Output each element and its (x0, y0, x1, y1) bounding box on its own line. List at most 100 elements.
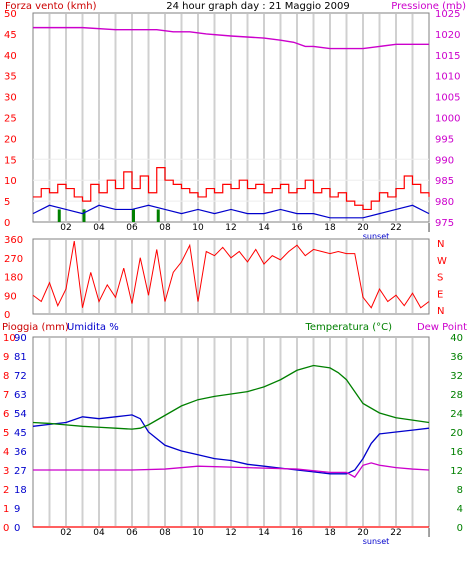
direction-ytick-label: 180 (4, 273, 23, 284)
temperature-ytick-label: 4 (457, 504, 463, 515)
temperature-ytick-label: 40 (450, 333, 463, 344)
wind-direction-line (32, 240, 430, 309)
direction-compass-label: S (437, 273, 443, 284)
rain-ytick-label: 8 (3, 371, 9, 382)
humidity-ytick-label: 0 (14, 523, 20, 534)
temp-xtick-label: 16 (291, 528, 303, 538)
pressure-ylabel: Pressione (mb) (391, 1, 466, 12)
chart-title: 24 hour graph day : 21 Maggio 2009 (166, 1, 349, 12)
temp-xtick-label: 18 (324, 528, 336, 538)
temp-xtick-label: 04 (93, 528, 105, 538)
pressure-ytick-label: 990 (435, 155, 454, 166)
temperature-ytick-label: 0 (457, 523, 463, 534)
wind-xtick-label: 08 (159, 223, 171, 233)
wind-xtick-label: 06 (126, 223, 138, 233)
temperature-ytick-label: 28 (450, 390, 463, 401)
temp-xtick-label: 02 (60, 528, 71, 538)
humidity-ytick-label: 18 (14, 485, 27, 496)
direction-compass-label: E (437, 289, 443, 300)
humidity-ytick-label: 90 (14, 333, 27, 344)
temp-xtick-label: | (427, 528, 430, 538)
wind-calm-bar (156, 209, 160, 222)
wind-ytick-label: 25 (4, 114, 17, 125)
dewpoint-line (33, 462, 430, 478)
pressure-ytick-label: 1020 (435, 30, 460, 41)
wind-ytick-label: 10 (4, 176, 17, 187)
rain-ytick-label: 1 (3, 504, 9, 515)
pressure-ytick-label: 985 (435, 176, 454, 187)
temperature-ytick-label: 24 (450, 409, 463, 420)
humidity-ytick-label: 81 (14, 352, 27, 363)
pressure-ytick-label: 1015 (435, 51, 460, 62)
direction-compass-label: N (437, 239, 444, 250)
temp-xtick-label: 22 (390, 528, 401, 538)
humidity-ytick-label: 27 (14, 466, 27, 477)
wind-ytick-label: 50 (4, 9, 17, 20)
humidity-ylabel: Umidita % (67, 322, 119, 333)
wind-ytick-label: 35 (4, 72, 17, 83)
temp-xtick-label: 10 (192, 528, 204, 538)
humidity-ytick-label: 63 (14, 390, 27, 401)
wind-xtick-label: 18 (324, 223, 336, 233)
wind-ytick-label: 0 (4, 218, 10, 229)
wind-ytick-label: 40 (4, 51, 17, 62)
temp-xtick-label: 12 (225, 528, 236, 538)
humidity-ytick-label: 54 (14, 409, 27, 420)
wind-xtick-label: 20 (357, 223, 369, 233)
rain-ytick-label: 10 (3, 333, 16, 344)
temperature-ylabel: Temperatura (°C) (304, 322, 392, 333)
direction-ytick-label: 270 (4, 254, 23, 265)
wind-gust-line (33, 167, 430, 211)
pressure-ytick-label: 1010 (435, 72, 460, 83)
rain-ytick-label: 2 (3, 485, 9, 496)
wind-xtick-label: 02 (60, 223, 71, 233)
pressure-ytick-label: 1000 (435, 114, 460, 125)
temperature-ytick-label: 32 (450, 371, 463, 382)
wind-xtick-label: 10 (192, 223, 204, 233)
temperature-ytick-label: 16 (450, 447, 463, 458)
wind-calm-bar (82, 209, 86, 222)
direction-ytick-label: 360 (4, 235, 23, 246)
pressure-ytick-label: 980 (435, 197, 454, 208)
wind-xtick-label: 14 (258, 223, 270, 233)
wind-ytick-label: 5 (4, 197, 10, 208)
rain-ytick-label: 9 (3, 352, 9, 363)
wind-xtick-label: | (427, 223, 430, 233)
wind-xtick-label: 22 (390, 223, 401, 233)
direction-compass-label: N (437, 306, 444, 317)
temperature-line (32, 364, 430, 430)
wind-sunset-annotation: sunset (363, 232, 390, 241)
rain-ytick-label: 0 (3, 523, 9, 534)
temperature-ytick-label: 12 (450, 466, 463, 477)
temp-xtick-label: 06 (126, 528, 138, 538)
humidity-line (32, 414, 430, 475)
wind-ytick-label: 15 (4, 155, 17, 166)
pressure-ytick-label: 975 (435, 218, 454, 229)
pressure-ytick-label: 995 (435, 134, 454, 145)
rain-ytick-label: 7 (3, 390, 9, 401)
temp-xtick-label: 08 (159, 528, 171, 538)
humidity-ytick-label: 72 (14, 371, 27, 382)
wind-calm-bar (132, 209, 135, 222)
temp-xtick-label: 20 (357, 528, 369, 538)
pressure-line (33, 26, 429, 50)
dewpoint-ylabel: Dew Point (417, 322, 467, 333)
wind-ylabel: Forza vento (kmh) (5, 1, 97, 12)
temp-sunset-annotation: sunset (363, 537, 390, 546)
temperature-ytick-label: 8 (457, 485, 463, 496)
pressure-ytick-label: 1025 (435, 9, 460, 20)
temp-xtick-label: 14 (258, 528, 270, 538)
wind-ytick-label: 20 (4, 134, 17, 145)
rain-ylabel: Pioggia (mm) (2, 322, 69, 333)
pressure-ytick-label: 1005 (435, 93, 460, 104)
wind-xtick-label: 04 (93, 223, 105, 233)
rain-ytick-label: 3 (3, 466, 9, 477)
wind-ytick-label: 45 (4, 30, 17, 41)
wind-xtick-label: 16 (291, 223, 303, 233)
humidity-ytick-label: 45 (14, 428, 27, 439)
rain-ytick-label: 5 (3, 428, 9, 439)
humidity-ytick-label: 9 (14, 504, 20, 515)
wind-avg-line (32, 204, 430, 219)
